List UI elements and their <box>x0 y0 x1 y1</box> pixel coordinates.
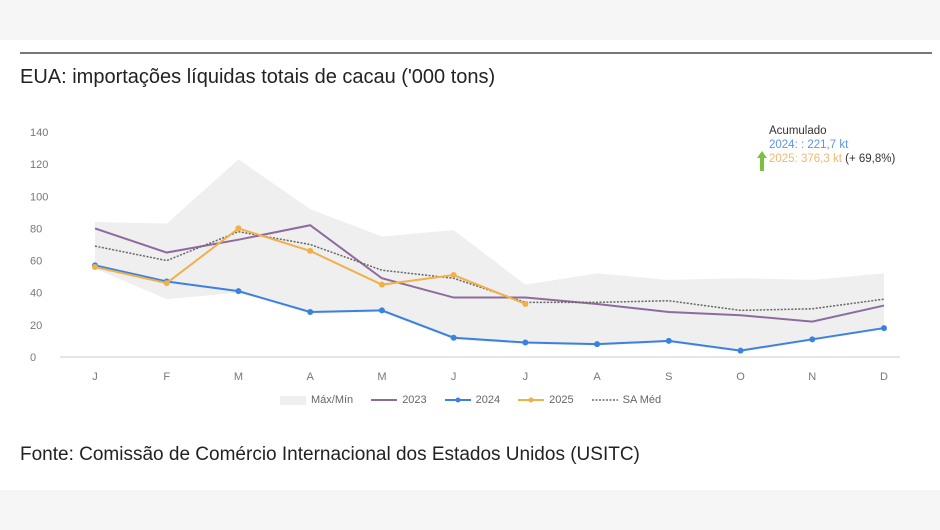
annotation-heading: Acumulado <box>769 125 827 137</box>
annotation-change: (+ 69,8%) <box>845 153 896 165</box>
divider <box>20 52 932 54</box>
data-point-2024 <box>665 337 672 344</box>
x-tick-label: S <box>665 371 672 383</box>
data-point-2025 <box>92 264 98 270</box>
data-point-2025 <box>163 280 170 287</box>
x-tick-label: N <box>808 371 816 383</box>
x-tick-label: O <box>736 371 745 383</box>
up-arrow-icon <box>757 151 767 171</box>
x-tick-label: A <box>307 371 315 383</box>
y-tick-label: 100 <box>30 191 48 203</box>
x-tick-label: J <box>451 371 457 383</box>
data-point-2024 <box>522 339 529 346</box>
legend-item-2025: 2025 <box>518 394 574 406</box>
data-point-2024 <box>378 307 385 314</box>
data-point-2025 <box>307 247 314 254</box>
accumulated-annotation: Acumulado 2024: : 221,7 kt 2025: 376,3 k… <box>769 124 895 166</box>
x-tick-label: A <box>593 371 601 383</box>
bottom-band <box>0 490 940 530</box>
x-tick-label: F <box>163 371 170 383</box>
x-tick-label: J <box>92 371 98 383</box>
legend: Máx/Mín 2023 2024 2025 SA Méd <box>280 394 661 406</box>
data-point-2024 <box>594 341 601 348</box>
annotation-2024: 2024: : 221,7 kt <box>769 139 849 151</box>
data-point-2024 <box>809 336 816 343</box>
x-tick-label: J <box>523 371 529 383</box>
line-chart: 0 20 40 60 80 100 120 140 J F M A M J J A S O N D <box>30 127 900 383</box>
y-tick-label: 120 <box>30 159 48 171</box>
legend-item-sa-med: SA Méd <box>591 394 662 406</box>
y-tick-label: 80 <box>30 223 42 235</box>
y-tick-label: 60 <box>30 256 42 268</box>
data-point-2025 <box>450 272 457 279</box>
x-tick-label: M <box>234 371 243 383</box>
series-line-2023 <box>94 224 885 323</box>
x-tick-label: M <box>377 371 386 383</box>
data-point-2024 <box>737 347 744 354</box>
data-point-2025 <box>522 300 529 307</box>
data-point-2025 <box>235 225 242 232</box>
data-point-2024 <box>450 334 457 341</box>
top-band <box>0 0 940 40</box>
y-tick-label: 20 <box>30 320 42 332</box>
source-note: Fonte: Comissão de Comércio Internaciona… <box>20 444 640 465</box>
data-point-2024 <box>235 288 242 295</box>
legend-item-band: Máx/Mín <box>280 394 353 406</box>
data-point-2024 <box>881 325 887 332</box>
annotation-2025: 2025: 376,3 kt <box>769 153 842 165</box>
x-tick-label: D <box>880 371 888 383</box>
y-tick-label: 40 <box>30 288 42 300</box>
y-tick-label: 0 <box>30 352 36 364</box>
max-min-band <box>95 159 884 353</box>
legend-item-2023: 2023 <box>371 394 427 406</box>
data-point-2025 <box>378 281 385 288</box>
legend-item-2024: 2024 <box>444 394 500 406</box>
chart-title: EUA: importações líquidas totais de caca… <box>20 66 496 88</box>
data-point-2024 <box>307 309 314 315</box>
series-line-2024 <box>94 264 885 352</box>
y-tick-label: 140 <box>30 127 48 139</box>
